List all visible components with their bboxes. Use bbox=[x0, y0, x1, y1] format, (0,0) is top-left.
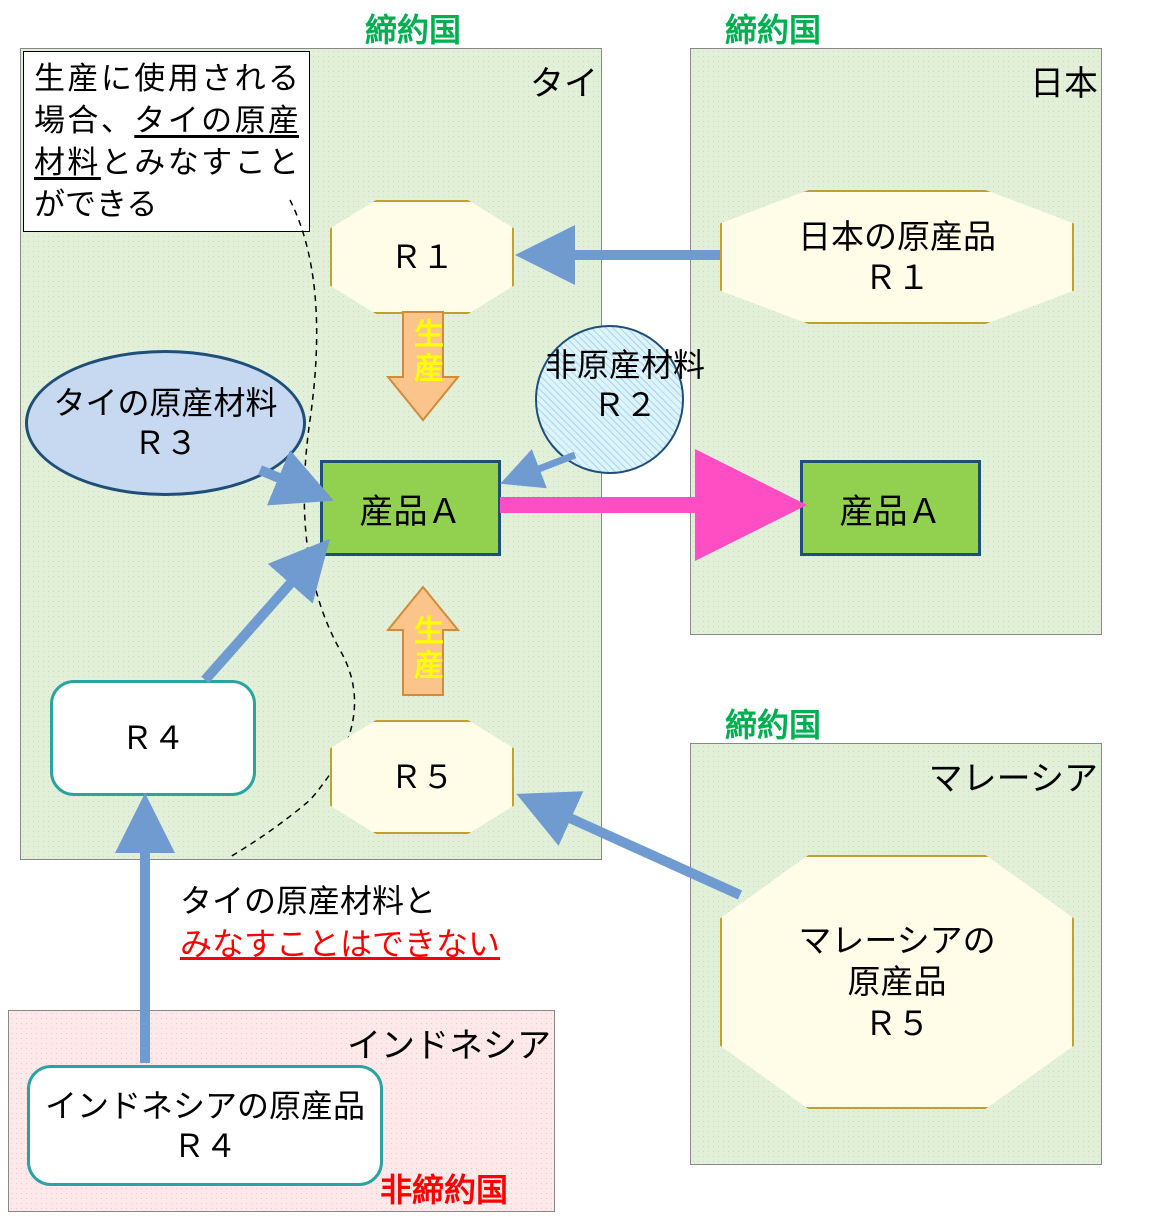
arrows-layer bbox=[0, 0, 1155, 1220]
diagram-canvas: 締約国 締約国 タイ 日本 締約国 マレーシア インドネシア 非締約国 生産に使… bbox=[0, 0, 1155, 1220]
